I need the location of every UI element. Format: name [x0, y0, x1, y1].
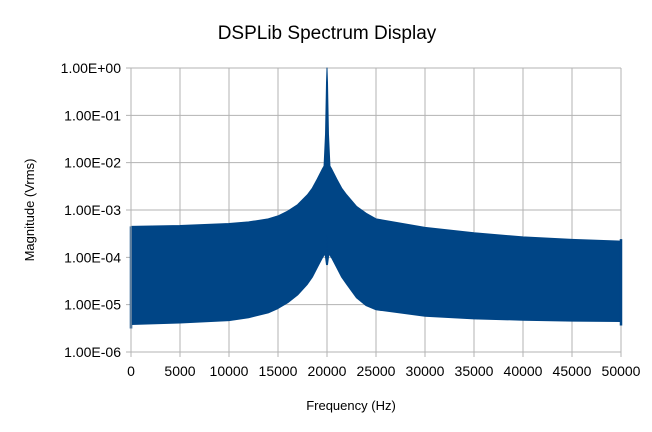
x-tick-label: 0 [127, 363, 135, 379]
x-tick-label: 15000 [259, 363, 298, 379]
y-tick-label: 1.00E-04 [64, 249, 121, 265]
x-axis-title: Frequency (Hz) [306, 398, 396, 413]
y-tick-label: 1.00E-06 [64, 344, 121, 360]
chart-title: DSPLib Spectrum Display [218, 23, 437, 44]
x-tick-labels: 0 5000 10000 15000 20000 25000 30000 35000 40000… [127, 363, 641, 379]
y-tick-label: 1.00E-02 [64, 155, 121, 171]
x-tick-label: 50000 [602, 363, 641, 379]
y-tick-label: 1.00E-03 [64, 202, 121, 218]
x-tick-label: 5000 [164, 363, 195, 379]
x-tick-label: 10000 [210, 363, 249, 379]
x-tick-label: 30000 [406, 363, 445, 379]
x-tick-label: 25000 [357, 363, 396, 379]
x-tick-label: 40000 [504, 363, 543, 379]
plot-frame [130, 68, 621, 353]
y-axis-title: Magnitude (Vrms) [22, 159, 37, 262]
y-tick-label: 1.00E-01 [64, 107, 121, 123]
y-tick-label: 1.00E-05 [64, 297, 121, 313]
y-tick-label: 1.00E+00 [61, 60, 122, 76]
y-tick-labels: 1.00E-06 1.00E-05 1.00E-04 1.00E-03 1.00E-02… [61, 60, 122, 360]
x-tick-label: 35000 [455, 363, 494, 379]
x-tick-label: 45000 [553, 363, 592, 379]
x-tick-label: 20000 [308, 363, 347, 379]
